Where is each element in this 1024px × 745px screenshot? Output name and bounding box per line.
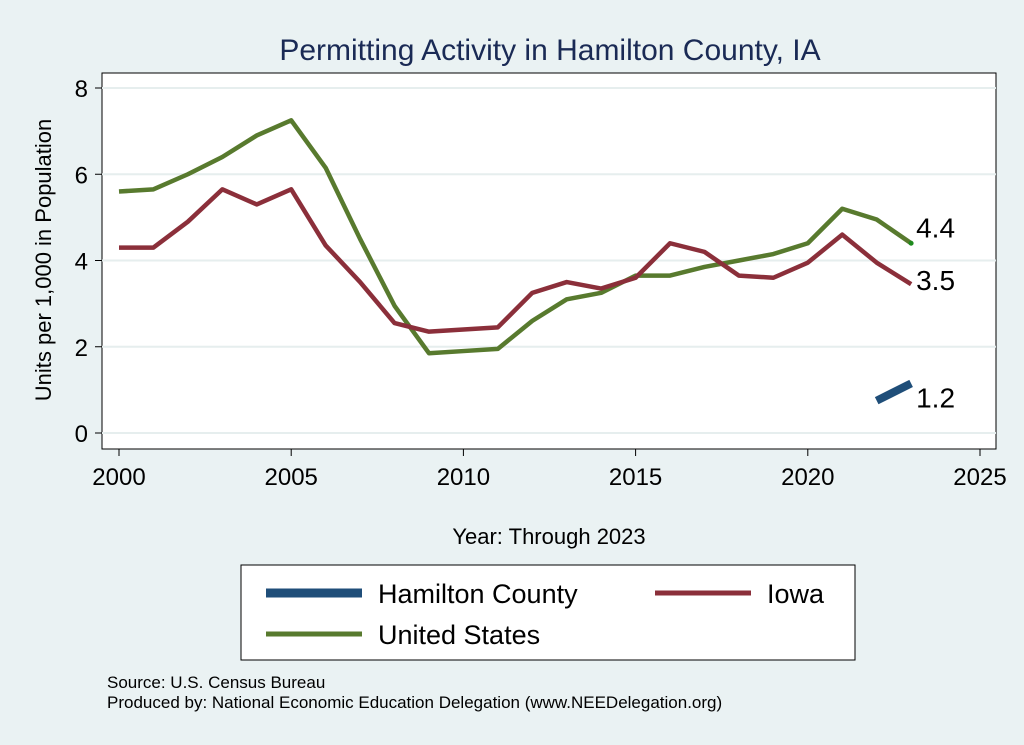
- legend-label-united-states: United States: [378, 620, 540, 650]
- series-line-iowa: [119, 187, 913, 334]
- produced-by-note: Produced by: National Economic Education…: [107, 693, 722, 712]
- y-axis: 0 2 4 6 8: [75, 76, 102, 448]
- legend: Hamilton County Iowa United States: [266, 579, 825, 650]
- source-note: Source: U.S. Census Bureau: [107, 673, 325, 692]
- y-tick-label: 2: [75, 335, 88, 362]
- x-tick-label: 2025: [953, 464, 1006, 491]
- chart-title: Permitting Activity in Hamilton County, …: [279, 34, 820, 67]
- x-axis-title: Year: Through 2023: [452, 524, 645, 549]
- series-lines: [118, 118, 913, 405]
- end-label-hamilton-county: 1.2: [916, 382, 955, 413]
- end-labels: 1.2 4.4 3.5: [908, 212, 955, 413]
- x-tick-label: 2005: [265, 464, 318, 491]
- series-line-hamilton-county: [874, 379, 913, 405]
- x-axis: 2000 2005 2010 2015 2020 2025: [92, 449, 1007, 491]
- end-point-united-states: [908, 240, 914, 246]
- legend-label-iowa: Iowa: [767, 579, 825, 609]
- x-tick-label: 2000: [92, 464, 145, 491]
- end-label-iowa: 3.5: [916, 265, 955, 296]
- y-axis-title: Units per 1,000 in Population: [31, 119, 56, 402]
- y-tick-label: 8: [75, 76, 88, 103]
- x-tick-label: 2020: [781, 464, 834, 491]
- x-tick-label: 2015: [609, 464, 662, 491]
- gridlines: [102, 87, 996, 434]
- legend-label-hamilton-county: Hamilton County: [378, 579, 578, 609]
- y-tick-label: 6: [75, 162, 88, 189]
- end-label-united-states: 4.4: [916, 212, 955, 243]
- legend-box: [240, 564, 856, 661]
- x-tick-label: 2010: [437, 464, 490, 491]
- y-tick-label: 0: [75, 421, 88, 448]
- series-line-united-states: [118, 118, 913, 356]
- y-tick-label: 4: [75, 249, 88, 276]
